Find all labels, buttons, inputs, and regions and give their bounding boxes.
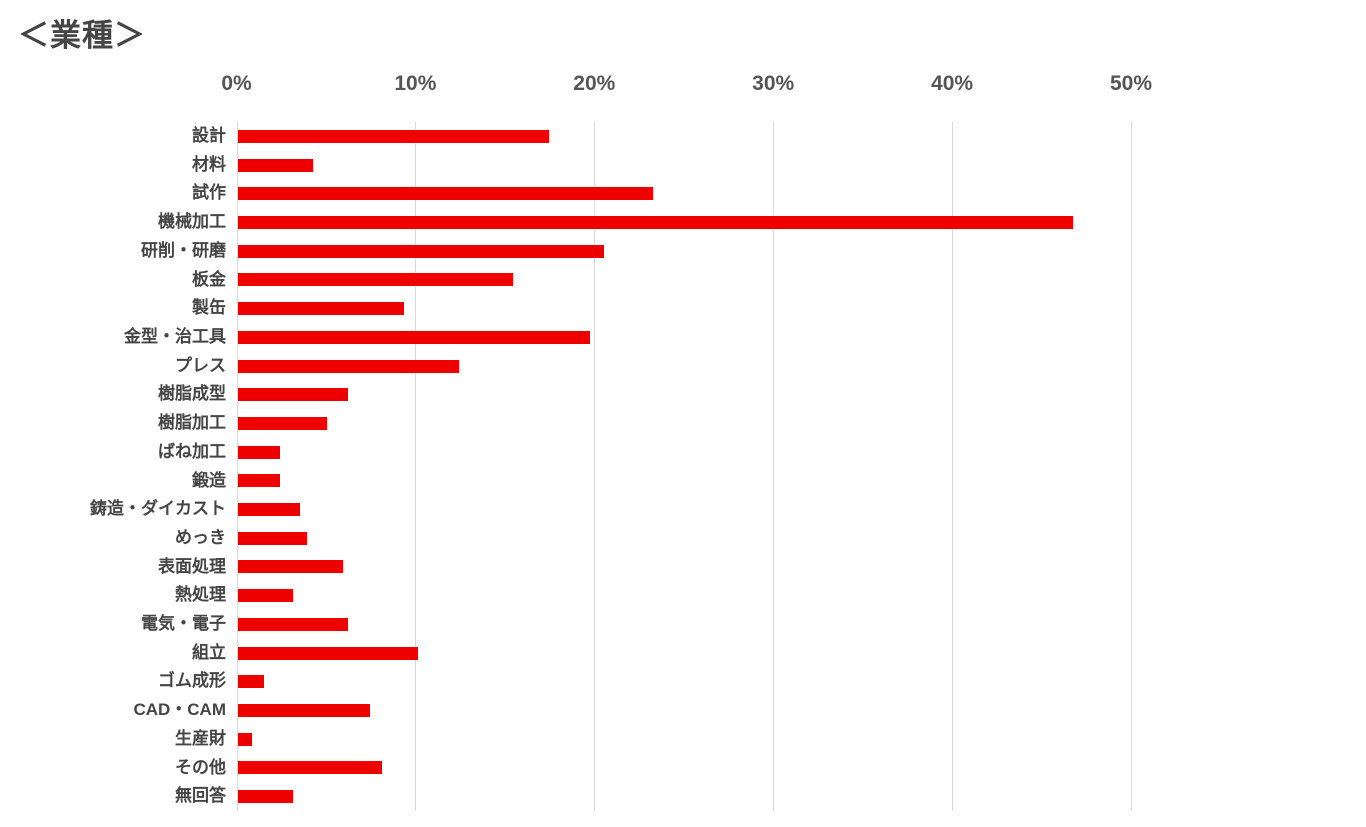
bar — [237, 531, 308, 545]
category-label: 板金 — [192, 269, 226, 289]
bar — [237, 302, 404, 316]
category-label: 材料 — [192, 154, 226, 174]
bar — [237, 388, 349, 402]
category-label: 鋳造・ダイカスト — [90, 499, 226, 519]
category-label: 試作 — [192, 183, 226, 203]
bar — [237, 704, 370, 718]
bar — [237, 503, 301, 517]
category-label: 電気・電子 — [141, 614, 226, 634]
gridline — [773, 122, 775, 811]
bar — [237, 244, 605, 258]
x-tick-label: 0% — [221, 72, 252, 95]
category-label: ばね加工 — [158, 441, 226, 461]
bar — [237, 129, 549, 143]
bar — [237, 790, 293, 804]
category-label: 樹脂成型 — [158, 384, 226, 404]
category-label: その他 — [175, 757, 226, 777]
bar — [237, 215, 1073, 229]
gridline — [594, 122, 596, 811]
x-tick-label: 30% — [752, 72, 795, 95]
bar — [237, 416, 327, 430]
category-label: 鍛造 — [192, 470, 226, 490]
bar — [237, 589, 293, 603]
y-axis-line — [236, 122, 238, 811]
bar — [237, 675, 265, 689]
category-label: 熱処理 — [175, 585, 226, 605]
bar — [237, 474, 281, 488]
x-tick-label: 50% — [1109, 72, 1153, 95]
bar — [237, 761, 383, 775]
category-label: プレス — [175, 355, 226, 375]
x-tick-label: 10% — [394, 72, 437, 95]
bar — [237, 646, 419, 660]
category-label: ゴム成形 — [158, 671, 226, 691]
bar — [237, 330, 590, 344]
category-label: 設計 — [192, 126, 226, 145]
bar — [237, 158, 313, 172]
category-label: 製缶 — [192, 298, 226, 318]
chart-title: ＜業種＞ — [18, 18, 146, 53]
bar — [237, 732, 252, 746]
category-label: 研削・研磨 — [141, 240, 226, 260]
category-label: 生産財 — [175, 728, 226, 748]
bar — [237, 187, 653, 201]
category-label: CAD・CAM — [133, 700, 226, 720]
bar — [237, 273, 513, 287]
gridline — [952, 122, 954, 811]
category-label: 組立 — [192, 642, 226, 662]
bar — [237, 445, 281, 459]
category-label: 機械加工 — [158, 212, 226, 232]
gridline — [415, 122, 417, 811]
category-label: 無回答 — [175, 786, 226, 806]
bar — [237, 359, 460, 373]
bar — [237, 560, 344, 574]
x-tick-label: 40% — [931, 72, 974, 95]
category-label: 表面処理 — [158, 556, 226, 576]
category-label: めっき — [175, 527, 226, 547]
bar — [237, 617, 349, 631]
category-label: 樹脂加工 — [158, 413, 226, 433]
gridline — [1131, 122, 1132, 811]
category-label: 金型・治工具 — [124, 326, 226, 346]
x-tick-label: 20% — [573, 72, 616, 95]
